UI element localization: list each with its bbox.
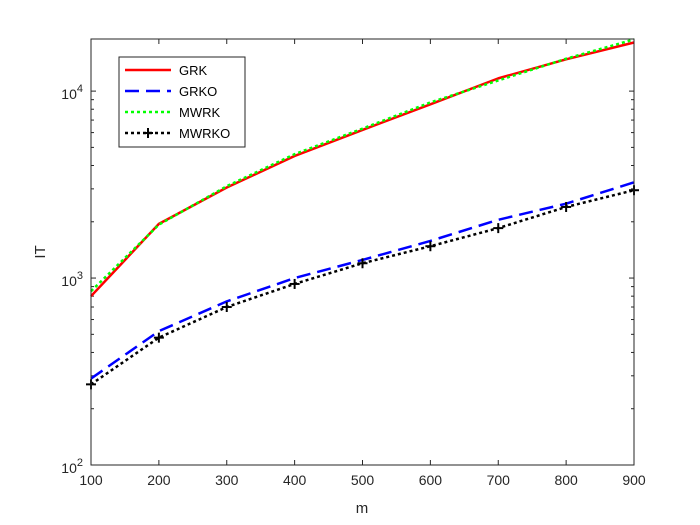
y-tick-label: 104 — [61, 83, 83, 102]
legend-label: MWRKO — [179, 126, 230, 141]
x-axis-label: m — [356, 500, 369, 517]
x-tick-label: 100 — [79, 472, 103, 488]
plot-frame — [90, 38, 635, 466]
legend-label: GRKO — [179, 84, 217, 99]
x-tick-label: 500 — [351, 472, 375, 488]
x-tick-label: 700 — [487, 472, 511, 488]
series-mwrk — [90, 38, 635, 293]
y-tick-labels: 102 103 104 — [61, 83, 83, 476]
x-tick-labels: 100 200 300 400 500 600 700 800 900 — [79, 472, 646, 488]
series-point — [425, 241, 436, 252]
series-point — [357, 258, 368, 269]
x-tick-label: 200 — [147, 472, 171, 488]
legend-item-mwrk: MWRK — [125, 105, 220, 120]
x-tick-label: 900 — [622, 472, 646, 488]
legend-item-grk: GRK — [125, 63, 208, 78]
series-point — [153, 332, 164, 343]
series-point — [221, 302, 232, 313]
legend-label: MWRK — [179, 105, 220, 120]
series-point — [493, 223, 504, 234]
y-tick-label: 102 — [61, 457, 83, 476]
series-point — [561, 201, 572, 212]
series-point — [289, 278, 300, 289]
legend-label: GRK — [179, 63, 208, 78]
x-tick-label: 800 — [554, 472, 578, 488]
series-layer — [86, 38, 639, 390]
x-tick-label: 300 — [215, 472, 239, 488]
legend-item-grko: GRKO — [125, 84, 217, 99]
legend: GRK GRKO MWRK MWRKO — [118, 56, 246, 148]
series-line — [90, 189, 635, 386]
x-tick-label: 400 — [283, 472, 307, 488]
y-axis-label: IT — [32, 245, 49, 258]
y-tick-label: 103 — [61, 270, 83, 289]
x-tick-label: 600 — [419, 472, 443, 488]
legend-item-mwrko: MWRKO — [125, 126, 230, 141]
series-line — [90, 38, 635, 293]
